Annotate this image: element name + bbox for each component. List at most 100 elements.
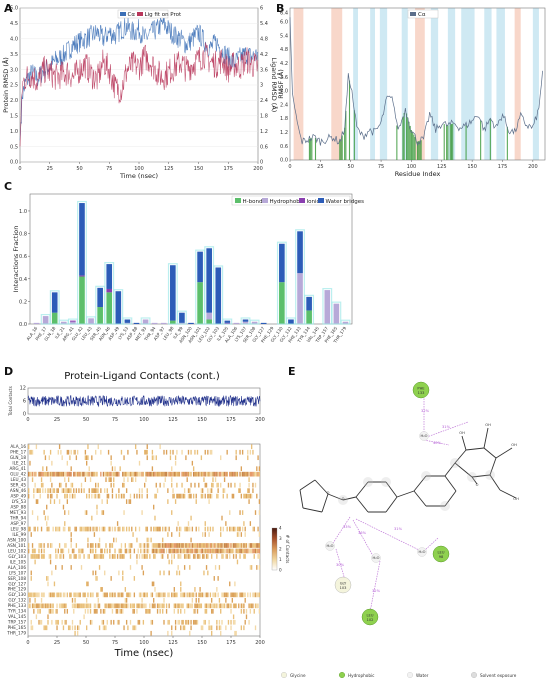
heatmap-cell — [186, 548, 188, 554]
heatmap-cell — [226, 526, 228, 532]
heatmap-cell — [145, 592, 147, 598]
heatmap-cell — [40, 526, 43, 532]
heatmap-cell — [225, 592, 227, 598]
heatmap-cell — [203, 570, 205, 576]
heatmap-cell — [211, 471, 213, 477]
heatmap-cell — [236, 548, 239, 554]
heatmap-cell — [86, 510, 88, 515]
heatmap-cell — [48, 455, 50, 461]
y2-tick-label: 1.8 — [260, 114, 268, 120]
y-tick-label: 0.6 — [19, 254, 27, 260]
heatmap-cell — [187, 526, 190, 532]
heatmap-cell — [146, 592, 148, 598]
heatmap-cell — [119, 554, 121, 559]
heatmap-cell — [138, 543, 141, 548]
ligand-bond — [471, 474, 491, 478]
heatmap-cell — [171, 543, 173, 548]
heatmap-cell — [80, 488, 83, 493]
heatmap-cell — [31, 477, 34, 482]
heatmap-cell — [207, 543, 209, 548]
heatmap-cell — [178, 603, 181, 609]
heatmap-cell — [235, 455, 237, 461]
heatmap-cell — [132, 532, 134, 537]
heatmap-cell — [168, 619, 170, 625]
heatmap-cell — [189, 630, 191, 636]
heatmap-cell — [240, 471, 243, 477]
heatmap-cell — [231, 543, 233, 548]
heatmap-cell — [146, 554, 148, 559]
heatmap-cell — [239, 548, 241, 554]
bar-ARG_41-2 — [70, 320, 76, 322]
heatmap-cell — [38, 592, 40, 598]
heatmap-cell — [187, 592, 190, 598]
heatmap-cell — [234, 581, 236, 587]
heatmap-cell — [192, 608, 195, 614]
heatmap-cell — [222, 471, 224, 477]
heatmap-cell — [71, 619, 74, 625]
heatmap-cell — [89, 608, 92, 614]
heatmap-cell — [141, 603, 143, 609]
heatmap-cell — [216, 625, 218, 631]
heatmap-cell — [247, 471, 249, 477]
heatmap-cell — [162, 543, 164, 548]
heatmap-cell — [257, 548, 259, 554]
heatmap-cell — [71, 482, 74, 488]
heatmap-cell — [98, 565, 101, 570]
heatmap-cell — [51, 482, 53, 488]
heatmap-cell — [195, 471, 197, 477]
heatmap-row-PHE_17 — [29, 449, 254, 455]
heatmap-cell — [34, 471, 36, 477]
heatmap-cell — [120, 554, 123, 559]
heatmap-cell — [69, 526, 71, 532]
heatmap-cell — [240, 543, 243, 548]
heatmap-cell — [217, 482, 219, 488]
heatmap-cell — [61, 548, 63, 554]
heatmap-cell — [101, 499, 103, 504]
heatmap-cell — [199, 592, 201, 598]
heatmap-cell — [46, 625, 48, 631]
heatmap-cell — [250, 565, 253, 570]
heatmap-cell — [190, 537, 192, 543]
heatmap-row-LEU_43 — [31, 477, 250, 482]
heatmap-cell — [60, 471, 62, 477]
helix-band — [415, 8, 425, 160]
heatmap-cell — [138, 603, 141, 609]
heatmap-cell — [141, 488, 143, 493]
ligand-bond — [342, 496, 357, 501]
heatmap-cell — [190, 625, 192, 631]
bar-GLY_132-3 — [288, 319, 294, 324]
heatmap-cell — [42, 482, 44, 488]
heatmap-cell — [123, 477, 125, 482]
heatmap-cell — [153, 598, 155, 603]
heatmap-cell — [71, 598, 74, 603]
heatmap-cell — [104, 548, 106, 554]
heatmap-cell — [102, 592, 105, 598]
heatmap-cell — [226, 471, 228, 477]
panel-d-contacts-heatmap: Protein-Ligand Contacts (cont.)0612Total… — [6, 371, 290, 659]
heatmap-cell — [176, 526, 178, 532]
heatmap-cell — [131, 526, 133, 532]
heatmap-cell — [211, 488, 213, 493]
heatmap-cell — [195, 526, 197, 532]
heatmap-cell — [75, 488, 78, 493]
heatmap-cell — [96, 488, 98, 493]
heatmap-cell — [79, 471, 81, 477]
heatmap-cell — [207, 603, 209, 609]
heatmap-cell — [132, 471, 134, 477]
heatmap-cell — [214, 471, 217, 477]
heatmap-cell — [61, 565, 63, 570]
heatmap-cell — [256, 493, 258, 499]
heatmap-cell — [203, 471, 205, 477]
heatmap-cell — [122, 482, 124, 488]
heatmap-cell — [127, 625, 129, 631]
heatmap-cell — [230, 603, 232, 609]
heatmap-cell — [114, 592, 116, 598]
heatmap-cell — [248, 543, 250, 548]
heatmap-cell — [158, 526, 160, 532]
heatmap-cell — [207, 493, 209, 499]
residue-number: 103 — [340, 586, 347, 590]
heatmap-cell — [229, 603, 231, 609]
heatmap-cell — [162, 554, 164, 559]
heatmap-cell — [163, 471, 165, 477]
heatmap-cell — [58, 592, 61, 598]
